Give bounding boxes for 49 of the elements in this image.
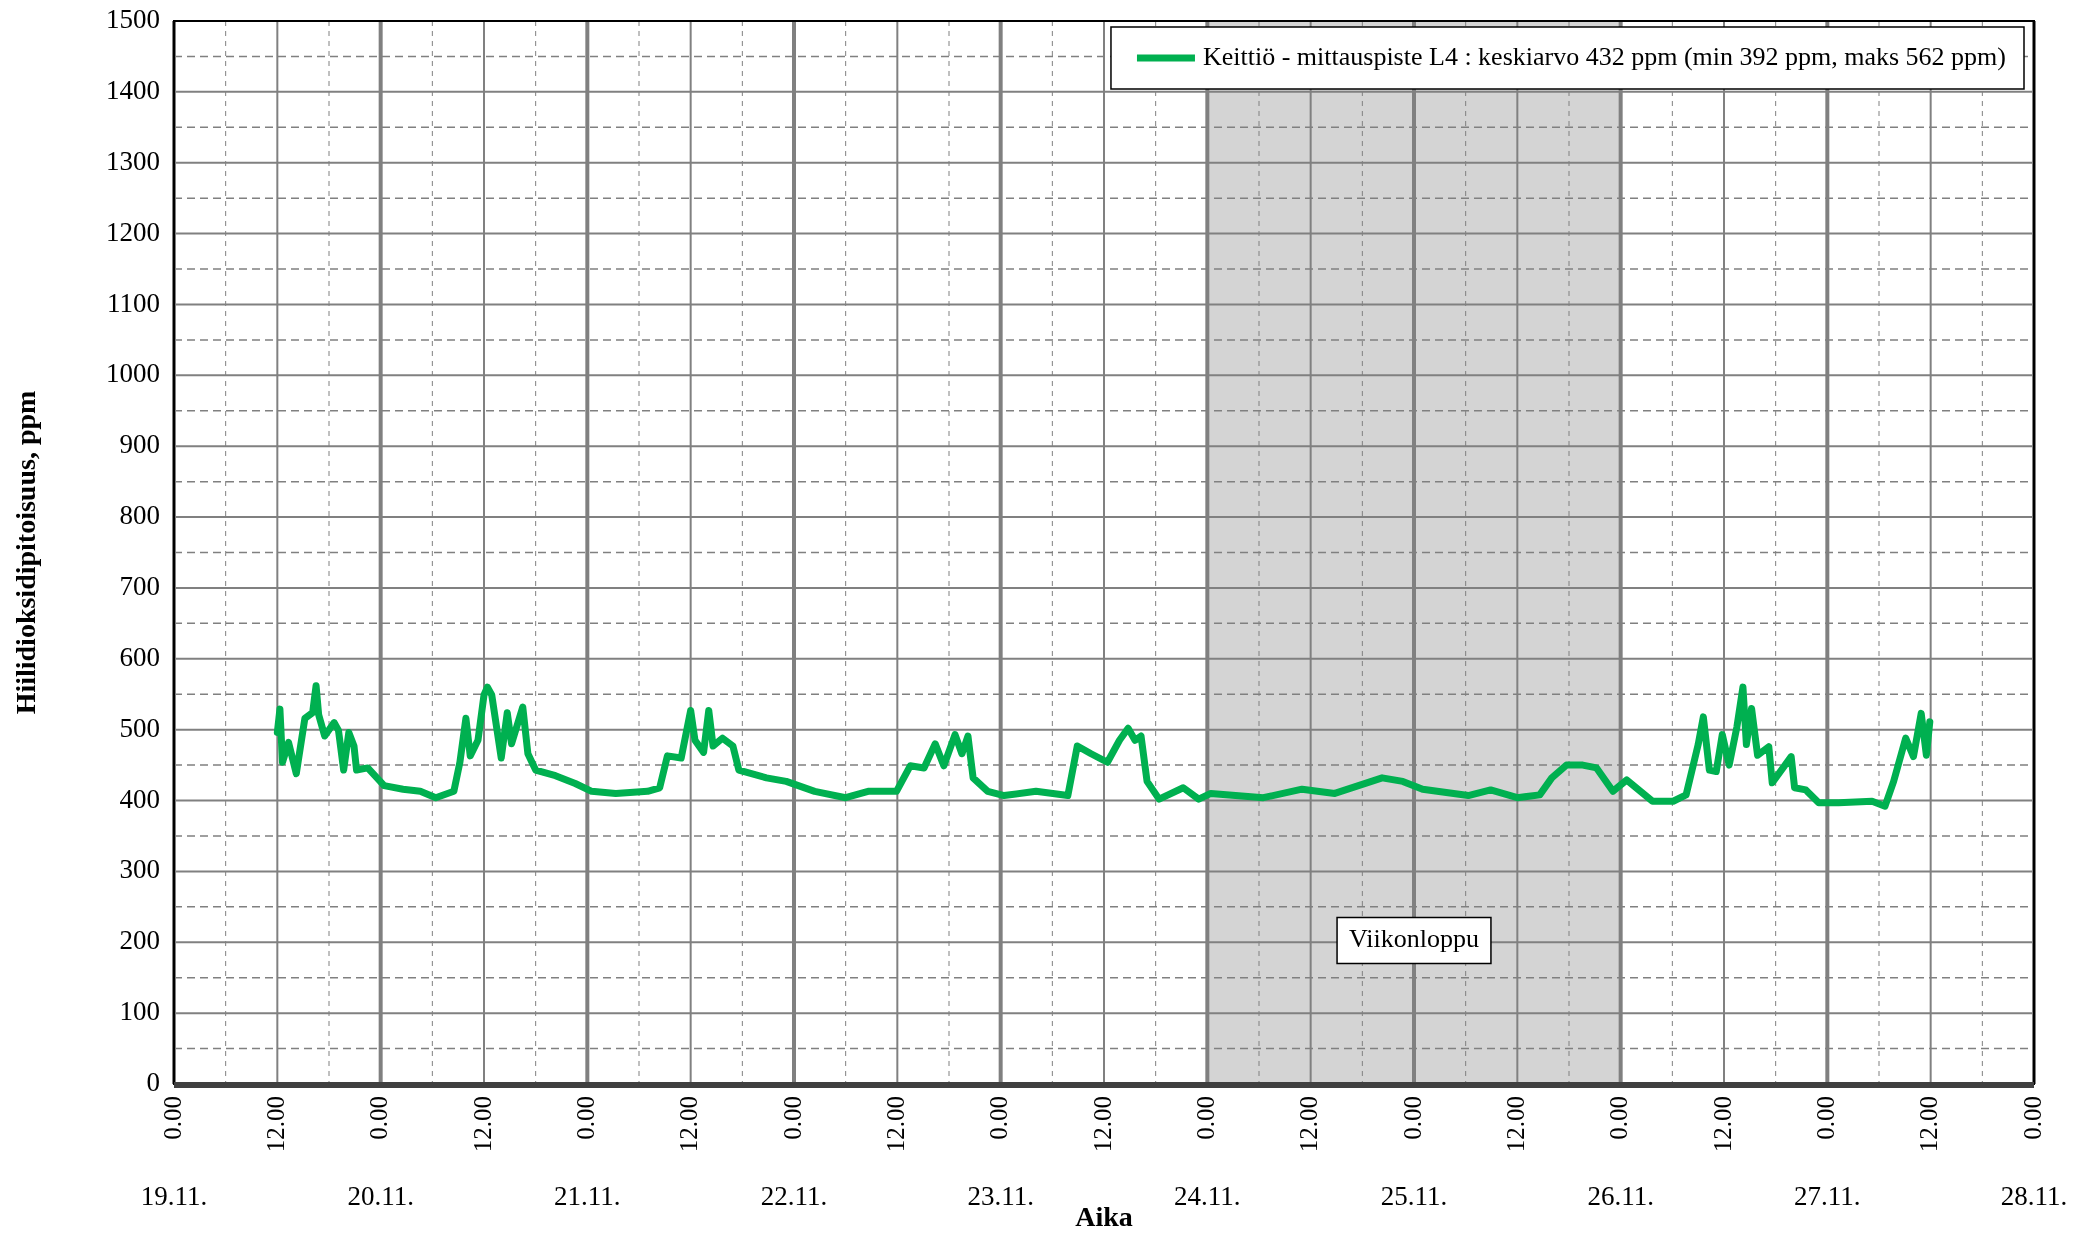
y-tick-label: 600 — [119, 641, 160, 672]
x-tick-label: 0.00 — [365, 1096, 393, 1140]
y-tick-label: 200 — [119, 925, 160, 956]
text: 19.11. — [140, 1180, 208, 1211]
x-tick-label: 0.00 — [1398, 1096, 1426, 1140]
y-tick-label: 400 — [119, 783, 160, 814]
x-tick-label: 0.00 — [778, 1096, 806, 1140]
y-tick-label: 1300 — [106, 145, 160, 176]
x-tick-label: 0.00 — [571, 1096, 599, 1140]
y-tick-label: 700 — [119, 571, 160, 602]
y-tick-label: 0 — [146, 1067, 160, 1098]
x-tick-label: 0.00 — [1605, 1096, 1633, 1140]
x-tick-label: 12.00 — [468, 1096, 496, 1153]
x-tick-label: 12.00 — [1915, 1096, 1943, 1153]
x-tick-label: 12.00 — [1088, 1096, 1116, 1153]
y-tick-label: 1200 — [106, 216, 160, 247]
y-tick-label: 100 — [119, 996, 160, 1027]
x-tick-label: 0.00 — [158, 1096, 186, 1140]
text: 24.11. — [1174, 1180, 1241, 1211]
y-tick-label: 500 — [119, 712, 160, 743]
x-tick-label: 0.00 — [1191, 1096, 1219, 1140]
y-tick-label: 300 — [119, 854, 160, 885]
y-tick-label: 1100 — [107, 287, 160, 318]
x-tick-label: 12.00 — [881, 1096, 909, 1153]
y-tick-label: 1500 — [106, 4, 160, 35]
y-axis-title: Hiilidioksidipitoisuus, ppm — [10, 390, 42, 715]
text: 20.11. — [347, 1180, 414, 1211]
x-tick-label: 12.00 — [1501, 1096, 1529, 1153]
x-tick-label: 12.00 — [1708, 1096, 1736, 1153]
x-tick-label: 12.00 — [1295, 1096, 1323, 1153]
band-label: Viikonloppu — [1349, 924, 1479, 954]
text: 27.11. — [1794, 1180, 1861, 1211]
y-tick-label: 1400 — [106, 74, 160, 105]
x-axis-title: Aika — [1075, 1201, 1133, 1233]
text: 28.11. — [2000, 1180, 2068, 1211]
text: 22.11. — [760, 1180, 828, 1211]
text: 26.11. — [1587, 1180, 1654, 1211]
legend-label: Keittiö - mittauspiste L4 : keskiarvo 432 ppm (min 392 ppm, maks 562 ppm) — [1202, 41, 2006, 71]
text: 23.11. — [967, 1180, 1034, 1211]
y-tick-label: 800 — [119, 500, 160, 531]
x-tick-label: 0.00 — [985, 1096, 1013, 1140]
y-tick-label: 1000 — [106, 358, 160, 389]
x-tick-label: 12.00 — [261, 1096, 289, 1153]
x-tick-label: 0.00 — [1811, 1096, 1839, 1140]
text: 21.11. — [554, 1180, 621, 1211]
text: 25.11. — [1380, 1180, 1448, 1211]
y-tick-label: 900 — [119, 429, 160, 460]
x-tick-label: 0.00 — [2018, 1096, 2046, 1140]
x-tick-label: 12.00 — [675, 1096, 703, 1153]
